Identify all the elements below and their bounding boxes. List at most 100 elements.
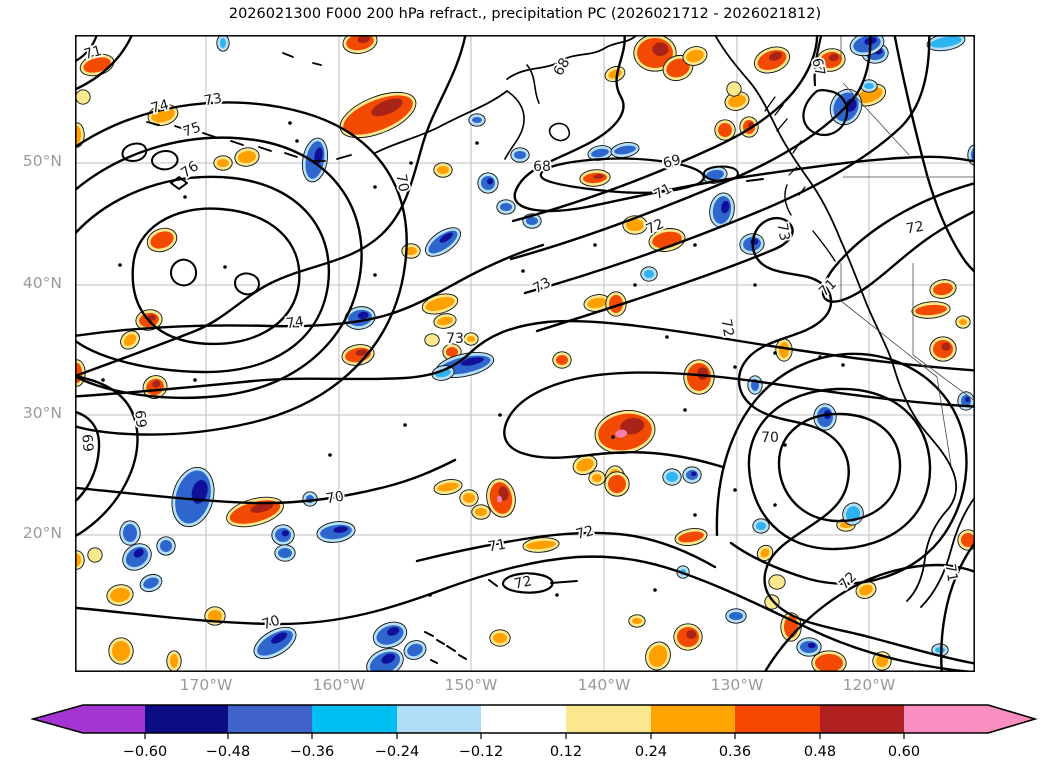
contour-path [746,178,764,182]
colorbar-segment [735,705,820,733]
patch-core [281,530,289,537]
state-borders [840,35,984,466]
patch-fill [514,151,526,159]
patch-fill [815,654,843,672]
patch-fill [446,347,458,357]
lon-tick-label: 140°W [577,676,631,694]
anomaly-patch [682,46,708,66]
patch-fill [756,522,766,530]
patch-fill [526,540,556,550]
patch-fill [915,304,947,316]
island-speck [328,453,332,457]
anomaly-patch [433,162,453,178]
contour-path [940,531,985,677]
patch-fill [123,524,137,542]
anomaly-patch [911,301,951,319]
map-plot: 71 73 74 75 76 68 68 69 70 71 72 67 73 72 73 73 74 69 69 70… [65,25,985,678]
lat-tick-label: 20°N [22,524,62,542]
patch-core [941,342,951,351]
colorbar-tick-label: 0.48 [804,744,836,760]
patch-core [828,53,839,62]
contour-label: 69 [78,433,95,452]
colorbar-segment [820,705,904,733]
contour-path [535,216,985,667]
contour-label: 69 [661,152,682,172]
anomaly-patch [372,621,408,649]
island-speck [753,283,757,287]
anomaly-patch [640,266,658,282]
contour-path [65,408,101,509]
coastline-path [812,230,836,262]
anomaly-patch [301,137,329,183]
patch-fill [556,355,568,365]
coastline-path [548,122,571,142]
patch-core [355,349,368,356]
island-specks [101,121,845,597]
patch-fill [666,58,690,78]
anomaly-patch [87,547,103,563]
anomaly-patch [477,172,499,194]
patch-fill [678,531,704,543]
patch-fill [437,482,459,492]
patch-fill [238,150,256,164]
anomaly-patch [725,608,747,624]
contour-path [170,176,188,190]
patch-fill [73,126,81,144]
anomaly-patch [226,496,284,528]
anomaly-patch [156,536,176,556]
anomaly-patch [316,521,356,543]
patch-fill [526,217,538,225]
contour-path [65,175,331,374]
patch-fill [425,297,455,311]
patch-core [965,396,970,403]
lon-tick-label: 170°W [179,676,233,694]
colorbar-segment [566,705,651,733]
patch-fill [644,270,654,278]
patch-halo [764,594,780,610]
contour-label: 74 [149,97,170,117]
anomaly-patch [756,544,774,562]
anomaly-patch [588,470,606,486]
contour-label: 71 [651,181,674,203]
anomaly-patch [146,227,178,253]
contour-label: 68 [551,55,574,78]
coastline-path [764,96,802,154]
patch-fill [591,148,609,158]
contour-path [151,150,179,171]
anomaly-patch [604,471,630,497]
patch-fill [961,533,975,547]
coastline-path [788,166,806,196]
patch-fill [463,493,475,503]
lon-tick-label: 150°W [444,676,498,694]
patch-halo [87,547,103,563]
colorbar-segment [481,705,566,733]
patch-core [333,526,348,533]
anomaly-patch [855,581,877,599]
patch-fill [729,612,743,620]
contour-path [65,243,545,339]
anomaly-patch [726,81,742,97]
anomaly-patch [342,30,378,54]
anomaly-patch [662,468,682,486]
contour-path [511,25,819,223]
patch-fill [864,83,874,89]
patch-fill [779,342,789,358]
anomaly-patch [522,537,560,553]
colorbar-tick-label: −0.48 [206,744,250,760]
contour-label: 72 [905,219,925,238]
lat-tick-label: 30°N [22,404,62,422]
patch-fill [614,145,636,155]
patch-core [686,630,697,639]
patch-core [357,35,371,44]
anomaly-patch [673,623,703,651]
patch-core [691,471,697,476]
anomaly-patch [166,650,182,672]
patch-core [387,627,400,636]
lat-tick-label: 40°N [22,274,62,292]
anomaly-patch [274,544,296,562]
patch-fill [217,159,229,167]
patch-fill [718,123,732,137]
patch-halo [768,574,786,590]
island-speck [498,413,502,417]
